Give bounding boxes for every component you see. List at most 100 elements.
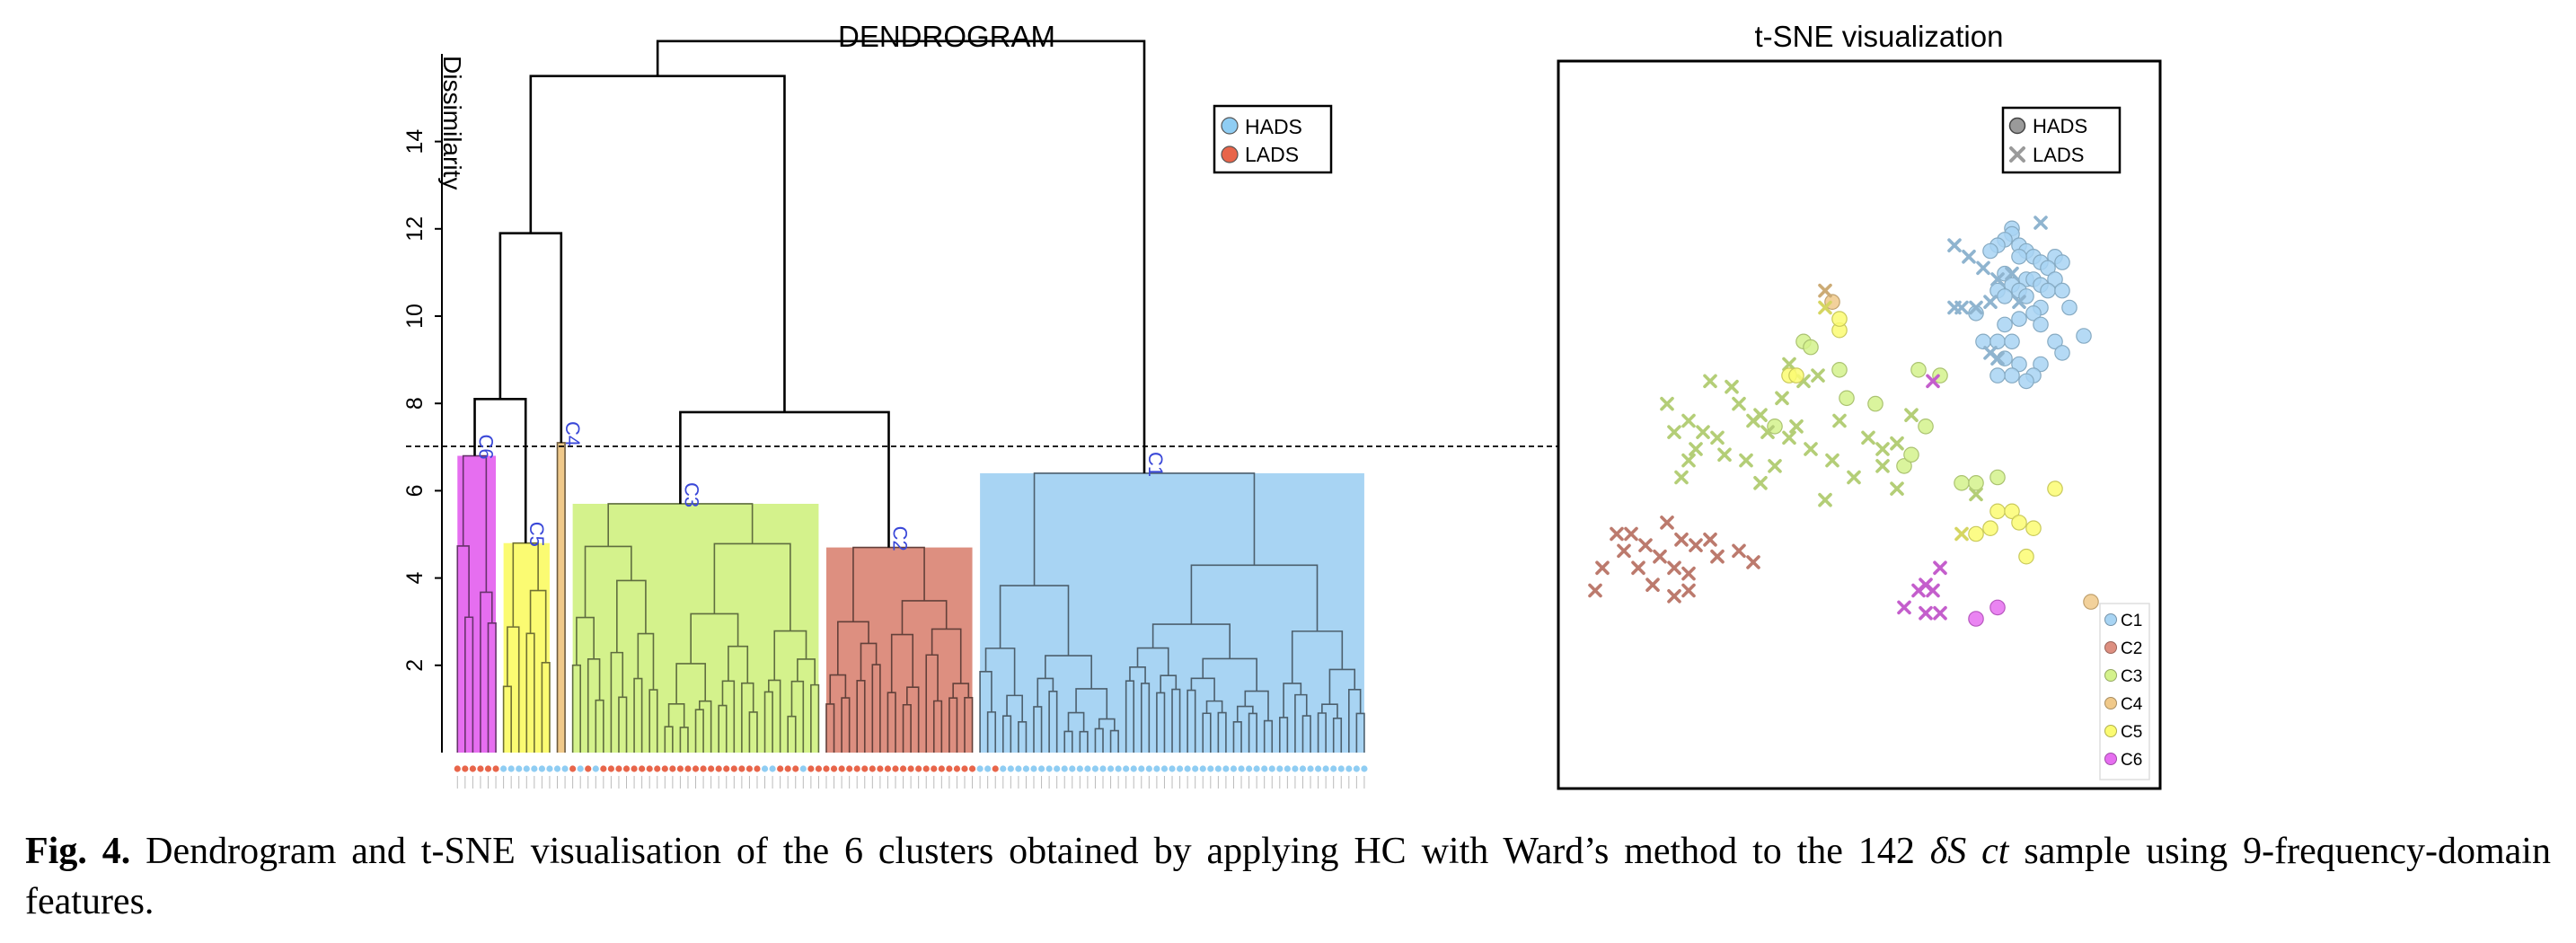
tsne-point-hads-c4: [2083, 594, 2099, 610]
tsne-legend-hads-label: HADS: [2033, 115, 2087, 137]
leaf-dot: [738, 765, 745, 772]
tsne-point-hads-c5: [1968, 525, 1984, 542]
subtree-link: [825, 703, 835, 753]
cluster-legend-label-c3: C3: [2121, 667, 2142, 686]
leaf-dot: [1022, 765, 1030, 772]
leaf-dot: [1307, 765, 1314, 772]
tsne-point-lads-c1: [1990, 272, 2005, 286]
tsne-point-hads-c5: [2004, 503, 2020, 520]
cluster-legend-swatch-c5: [2104, 725, 2117, 737]
subtree-link: [860, 642, 878, 681]
y-tick-label: 8: [402, 397, 428, 410]
leaf-dot: [823, 765, 830, 772]
leaf-dot: [523, 765, 530, 772]
leaf-dots: [454, 765, 1368, 772]
subtree-link: [1109, 729, 1119, 753]
leaf-dot: [661, 765, 668, 772]
tsne-point-hads-c3: [1896, 458, 1912, 474]
cluster-label-c3: C3: [680, 482, 702, 507]
leaf-dot: [676, 765, 684, 772]
tsne-point-hads-c3: [1968, 474, 1984, 491]
subtree-link: [1301, 715, 1311, 753]
tsne-point-lads-c3: [1825, 453, 1839, 468]
subtree-link: [999, 585, 1070, 657]
leaf-dot: [1160, 765, 1169, 772]
leaf-dot: [1030, 765, 1037, 772]
subtree-link: [595, 699, 604, 753]
cluster-legend-swatch-c2: [2104, 641, 2117, 654]
leaf-dot: [799, 765, 807, 772]
subtree-link: [587, 657, 601, 753]
leaf-dot: [1153, 765, 1160, 772]
subtree-link: [1098, 718, 1116, 731]
dendrogram-title: DENDROGRAM: [838, 20, 1055, 53]
leaf-dot: [1145, 765, 1152, 772]
leaf-dot: [684, 765, 692, 772]
tsne-point-hads-c1: [2054, 254, 2070, 270]
tsne-point-lads-c3: [1768, 459, 1782, 473]
leaf-dot: [769, 765, 776, 772]
tsne-point-lads-c3: [1875, 442, 1890, 456]
tsne-point-lads-c2: [1746, 555, 1760, 569]
legend-hads-dot: [1221, 117, 1239, 135]
tsne-point-lads-c3: [1739, 453, 1753, 468]
leaf-dot: [1000, 765, 1007, 772]
leaf-dot: [1314, 765, 1322, 772]
subtree-link: [679, 727, 689, 753]
y-tick-label: 6: [402, 484, 428, 497]
tsne-point-lads-c6: [1897, 600, 1911, 615]
tsne-point-hads-c6: [1968, 611, 1984, 627]
cluster-legend-swatch-c1: [2104, 613, 2117, 626]
caption-text-after: sample using 9-frequency-domain features…: [25, 831, 2551, 922]
cluster-labels: C6 C5 C4 C3 C2 C1: [475, 421, 1167, 551]
tsne-point-lads-c6: [1933, 560, 1947, 576]
leaf-dot: [1084, 765, 1091, 772]
leaf-dot: [585, 765, 592, 772]
leaf-dot: [761, 765, 769, 772]
y-tick-label: 12: [402, 216, 428, 242]
tsne-point-lads-c3: [1746, 413, 1760, 428]
leaf-dot: [922, 765, 930, 772]
tsne-point-hads-c1: [2004, 367, 2020, 383]
tsne-point-hads-c1: [2033, 356, 2049, 373]
leaf-dot: [1330, 765, 1337, 772]
tsne-point-lads-c3: [1717, 447, 1732, 463]
tsne-point-lads-c3: [1782, 430, 1796, 445]
cluster-legend-label-c1: C1: [2121, 612, 2142, 630]
subtree-link: [1151, 623, 1231, 659]
leaf-dot: [730, 765, 737, 772]
leaf-dot: [830, 765, 838, 772]
tsne-point-lads-c3: [1969, 487, 1983, 502]
subtree-link: [1136, 647, 1169, 676]
tsne-point-hads-c1: [2040, 282, 2056, 299]
leaf-dot: [1107, 765, 1115, 772]
subtree-link: [1348, 688, 1362, 753]
leaf-dot: [1169, 765, 1176, 772]
tsne-point-lads-c3: [1703, 374, 1717, 389]
tsne-point-hads-c3: [1918, 418, 1934, 435]
leaf-dot: [838, 765, 845, 772]
subtree-link: [675, 663, 707, 704]
leaf-dot: [846, 765, 853, 772]
leaf-dot: [745, 765, 754, 772]
subtree-link: [541, 662, 551, 753]
tsne-point-lads-c3: [1804, 442, 1818, 456]
subtree-link: [1171, 688, 1181, 753]
tsne-point-lads-c3: [1725, 379, 1739, 394]
caption-math: δS ct: [1929, 831, 2009, 872]
tsne-point-hads-c1: [2040, 260, 2056, 277]
merge-link: [529, 75, 786, 412]
leaf-dot: [646, 765, 653, 772]
tsne-point-hads-c1: [1997, 288, 2013, 304]
tsne-point-lads-c3: [1710, 430, 1725, 445]
tsne-point-lads-c1: [1983, 295, 1998, 309]
tsne-point-lads-c1: [1976, 260, 1990, 276]
subtree-link: [713, 542, 791, 631]
subtree-link: [931, 628, 962, 684]
leaf-dot: [1284, 765, 1291, 772]
tsne-title: t-SNE visualization: [1755, 20, 2004, 53]
leaf-dot: [531, 765, 538, 772]
leaf-dot: [715, 765, 722, 772]
tsne-point-lads-c3: [1732, 396, 1746, 411]
leaf-dot: [1054, 765, 1061, 772]
